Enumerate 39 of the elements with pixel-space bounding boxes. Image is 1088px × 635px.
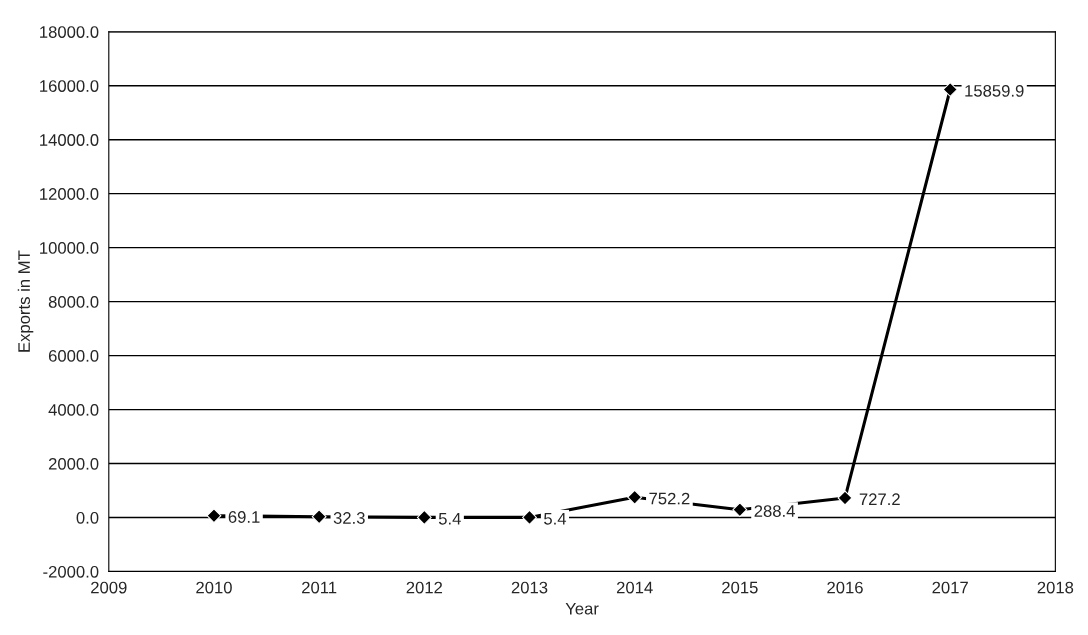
text: 5.4	[544, 513, 567, 525]
x-tick-label: 2010	[196, 581, 232, 594]
y-tick-label: 2000.0	[48, 457, 99, 470]
point	[627, 489, 643, 505]
point	[732, 502, 748, 518]
y-tick-label: -2000.0	[43, 565, 99, 578]
y-tick-label: 0.0	[76, 511, 99, 524]
text: 752.2	[649, 492, 690, 505]
text: 32.3	[333, 512, 365, 524]
x-tick-label: 2011	[302, 581, 337, 594]
point	[942, 82, 958, 97]
y-tick-label: 8000.0	[48, 296, 99, 308]
x-tick-label: 2015	[722, 581, 758, 594]
point	[311, 509, 327, 525]
y-tick-label: 12000.0	[40, 188, 99, 200]
x-tick-label: 2013	[511, 581, 548, 594]
text: 5.4	[438, 513, 461, 525]
y-tick-label: 16000.0	[40, 80, 99, 92]
y-tick-label: 4000.0	[48, 403, 99, 416]
x-tick-label: 2009	[91, 581, 127, 594]
text: 288.4	[754, 505, 795, 517]
y-tick-label: 10000.0	[40, 242, 99, 254]
y-tick-label: 14000.0	[40, 134, 99, 146]
y-axis-title: Exports in MT	[17, 250, 34, 352]
text: 727.2	[859, 493, 900, 505]
point	[837, 490, 853, 506]
x-tick-label: 2018	[1037, 581, 1074, 594]
x-tick-label: 2016	[827, 581, 863, 594]
text: 15859.9	[965, 84, 1024, 97]
x-tick-label: 2012	[406, 581, 443, 594]
x-axis-title: Year	[565, 602, 599, 615]
x-tick-label: 2017	[932, 581, 968, 594]
point	[522, 509, 537, 525]
point	[206, 508, 222, 524]
point	[416, 509, 432, 525]
text: 69.1	[228, 511, 260, 523]
y-tick-label: 18000.0	[40, 26, 99, 38]
y-tick-label: 6000.0	[48, 350, 99, 362]
x-tick-label: 2014	[616, 581, 653, 594]
